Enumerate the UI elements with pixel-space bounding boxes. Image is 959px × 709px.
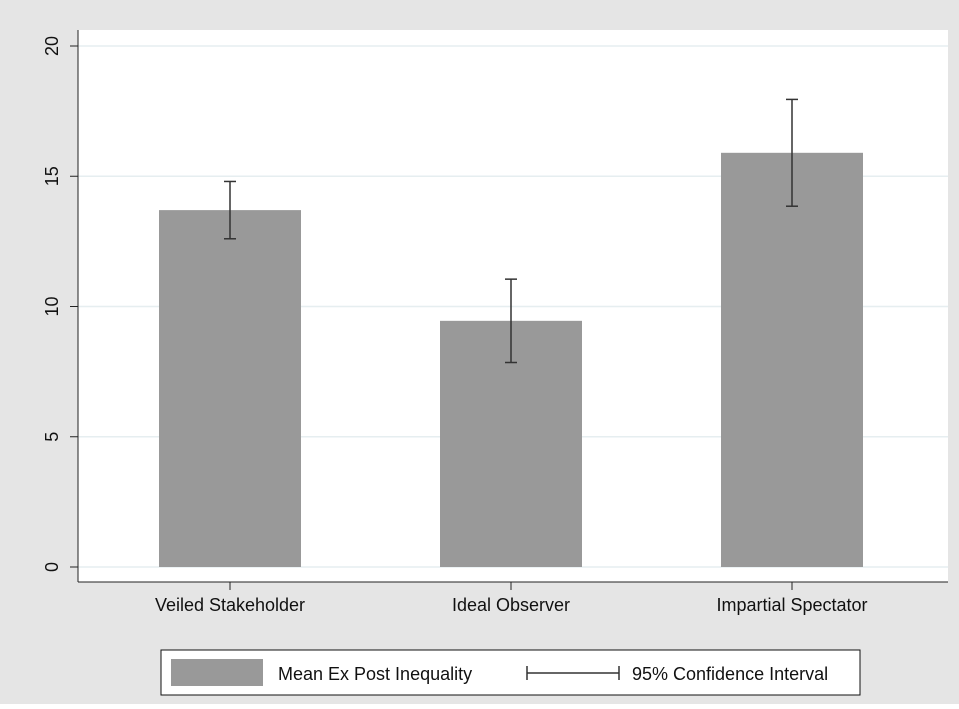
bars	[159, 152, 863, 568]
x-tick-label: Veiled Stakeholder	[155, 595, 305, 615]
x-tick-label: Ideal Observer	[452, 595, 570, 615]
error-bars	[224, 98, 798, 364]
y-tick-label: 10	[42, 296, 62, 316]
y-tick-label: 0	[42, 562, 62, 572]
x-tick-label: Impartial Spectator	[716, 595, 867, 615]
legend-swatch-bar	[171, 659, 263, 686]
bar	[721, 152, 863, 567]
error-bar	[505, 278, 517, 364]
legend: Mean Ex Post Inequality 95% Confidence I…	[160, 649, 861, 696]
y-ticks: 0 5 10 15 20	[42, 36, 78, 572]
legend-label-mean: Mean Ex Post Inequality	[278, 664, 472, 684]
legend-label-ci: 95% Confidence Interval	[632, 664, 828, 684]
y-tick-label: 15	[42, 166, 62, 186]
legend-swatch-ci	[526, 666, 620, 680]
x-ticks: Veiled Stakeholder Ideal Observer Impartia…	[155, 582, 868, 615]
y-tick-label: 5	[42, 432, 62, 442]
error-bar	[786, 98, 798, 207]
legend-box	[160, 649, 861, 696]
bar	[159, 210, 301, 568]
error-bar	[224, 180, 236, 240]
y-tick-label: 20	[42, 36, 62, 56]
